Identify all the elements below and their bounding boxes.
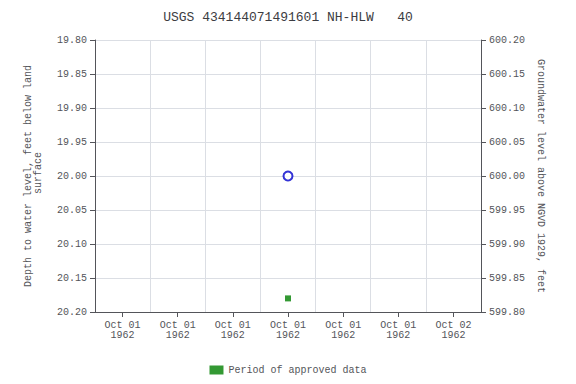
svg-text:599.85: 599.85 bbox=[489, 273, 525, 284]
svg-text:1962: 1962 bbox=[111, 330, 135, 341]
svg-text:19.85: 19.85 bbox=[57, 69, 87, 80]
svg-text:1962: 1962 bbox=[441, 330, 465, 341]
svg-text:19.80: 19.80 bbox=[57, 35, 87, 46]
svg-text:USGS 434144071491601 NH-HLW: USGS 434144071491601 NH-HLW 40 bbox=[163, 10, 413, 25]
svg-text:1962: 1962 bbox=[166, 330, 190, 341]
svg-text:Oct 01: Oct 01 bbox=[325, 319, 362, 331]
svg-text:surface: surface bbox=[33, 152, 44, 200]
svg-text:599.90: 599.90 bbox=[489, 239, 525, 250]
svg-text:Depth to water level, feet bel: Depth to water level, feet below land bbox=[22, 65, 34, 287]
svg-text:Oct 01: Oct 01 bbox=[270, 319, 306, 331]
svg-text:600.05: 600.05 bbox=[489, 137, 525, 148]
svg-text:Oct 01: Oct 01 bbox=[380, 319, 417, 331]
svg-text:20.20: 20.20 bbox=[57, 307, 87, 318]
svg-text:19.95: 19.95 bbox=[57, 137, 87, 148]
svg-text:19.90: 19.90 bbox=[57, 103, 87, 114]
svg-text:1962: 1962 bbox=[221, 330, 245, 341]
svg-text:1962: 1962 bbox=[276, 330, 300, 341]
svg-text:600.20: 600.20 bbox=[489, 35, 525, 46]
svg-text:20.00: 20.00 bbox=[57, 171, 87, 182]
svg-text:Oct 01: Oct 01 bbox=[214, 319, 251, 331]
svg-text:Oct 01: Oct 01 bbox=[104, 319, 141, 331]
svg-text:600.10: 600.10 bbox=[489, 103, 525, 114]
svg-text:599.95: 599.95 bbox=[489, 205, 525, 216]
svg-text:Period of approved data: Period of approved data bbox=[228, 365, 366, 376]
svg-text:599.80: 599.80 bbox=[489, 307, 525, 318]
svg-text:Groundwater level above NGVD 1: Groundwater level above NGVD 1929, feet bbox=[535, 59, 546, 293]
svg-text:20.15: 20.15 bbox=[57, 273, 87, 284]
svg-text:600.15: 600.15 bbox=[489, 69, 525, 80]
svg-text:1962: 1962 bbox=[331, 330, 355, 341]
svg-text:20.05: 20.05 bbox=[57, 205, 87, 216]
svg-text:1962: 1962 bbox=[386, 330, 410, 341]
svg-text:600.00: 600.00 bbox=[489, 171, 525, 182]
svg-text:20.10: 20.10 bbox=[57, 239, 87, 250]
svg-text:Oct 01: Oct 01 bbox=[159, 319, 196, 331]
svg-text:Oct 02: Oct 02 bbox=[435, 319, 472, 331]
